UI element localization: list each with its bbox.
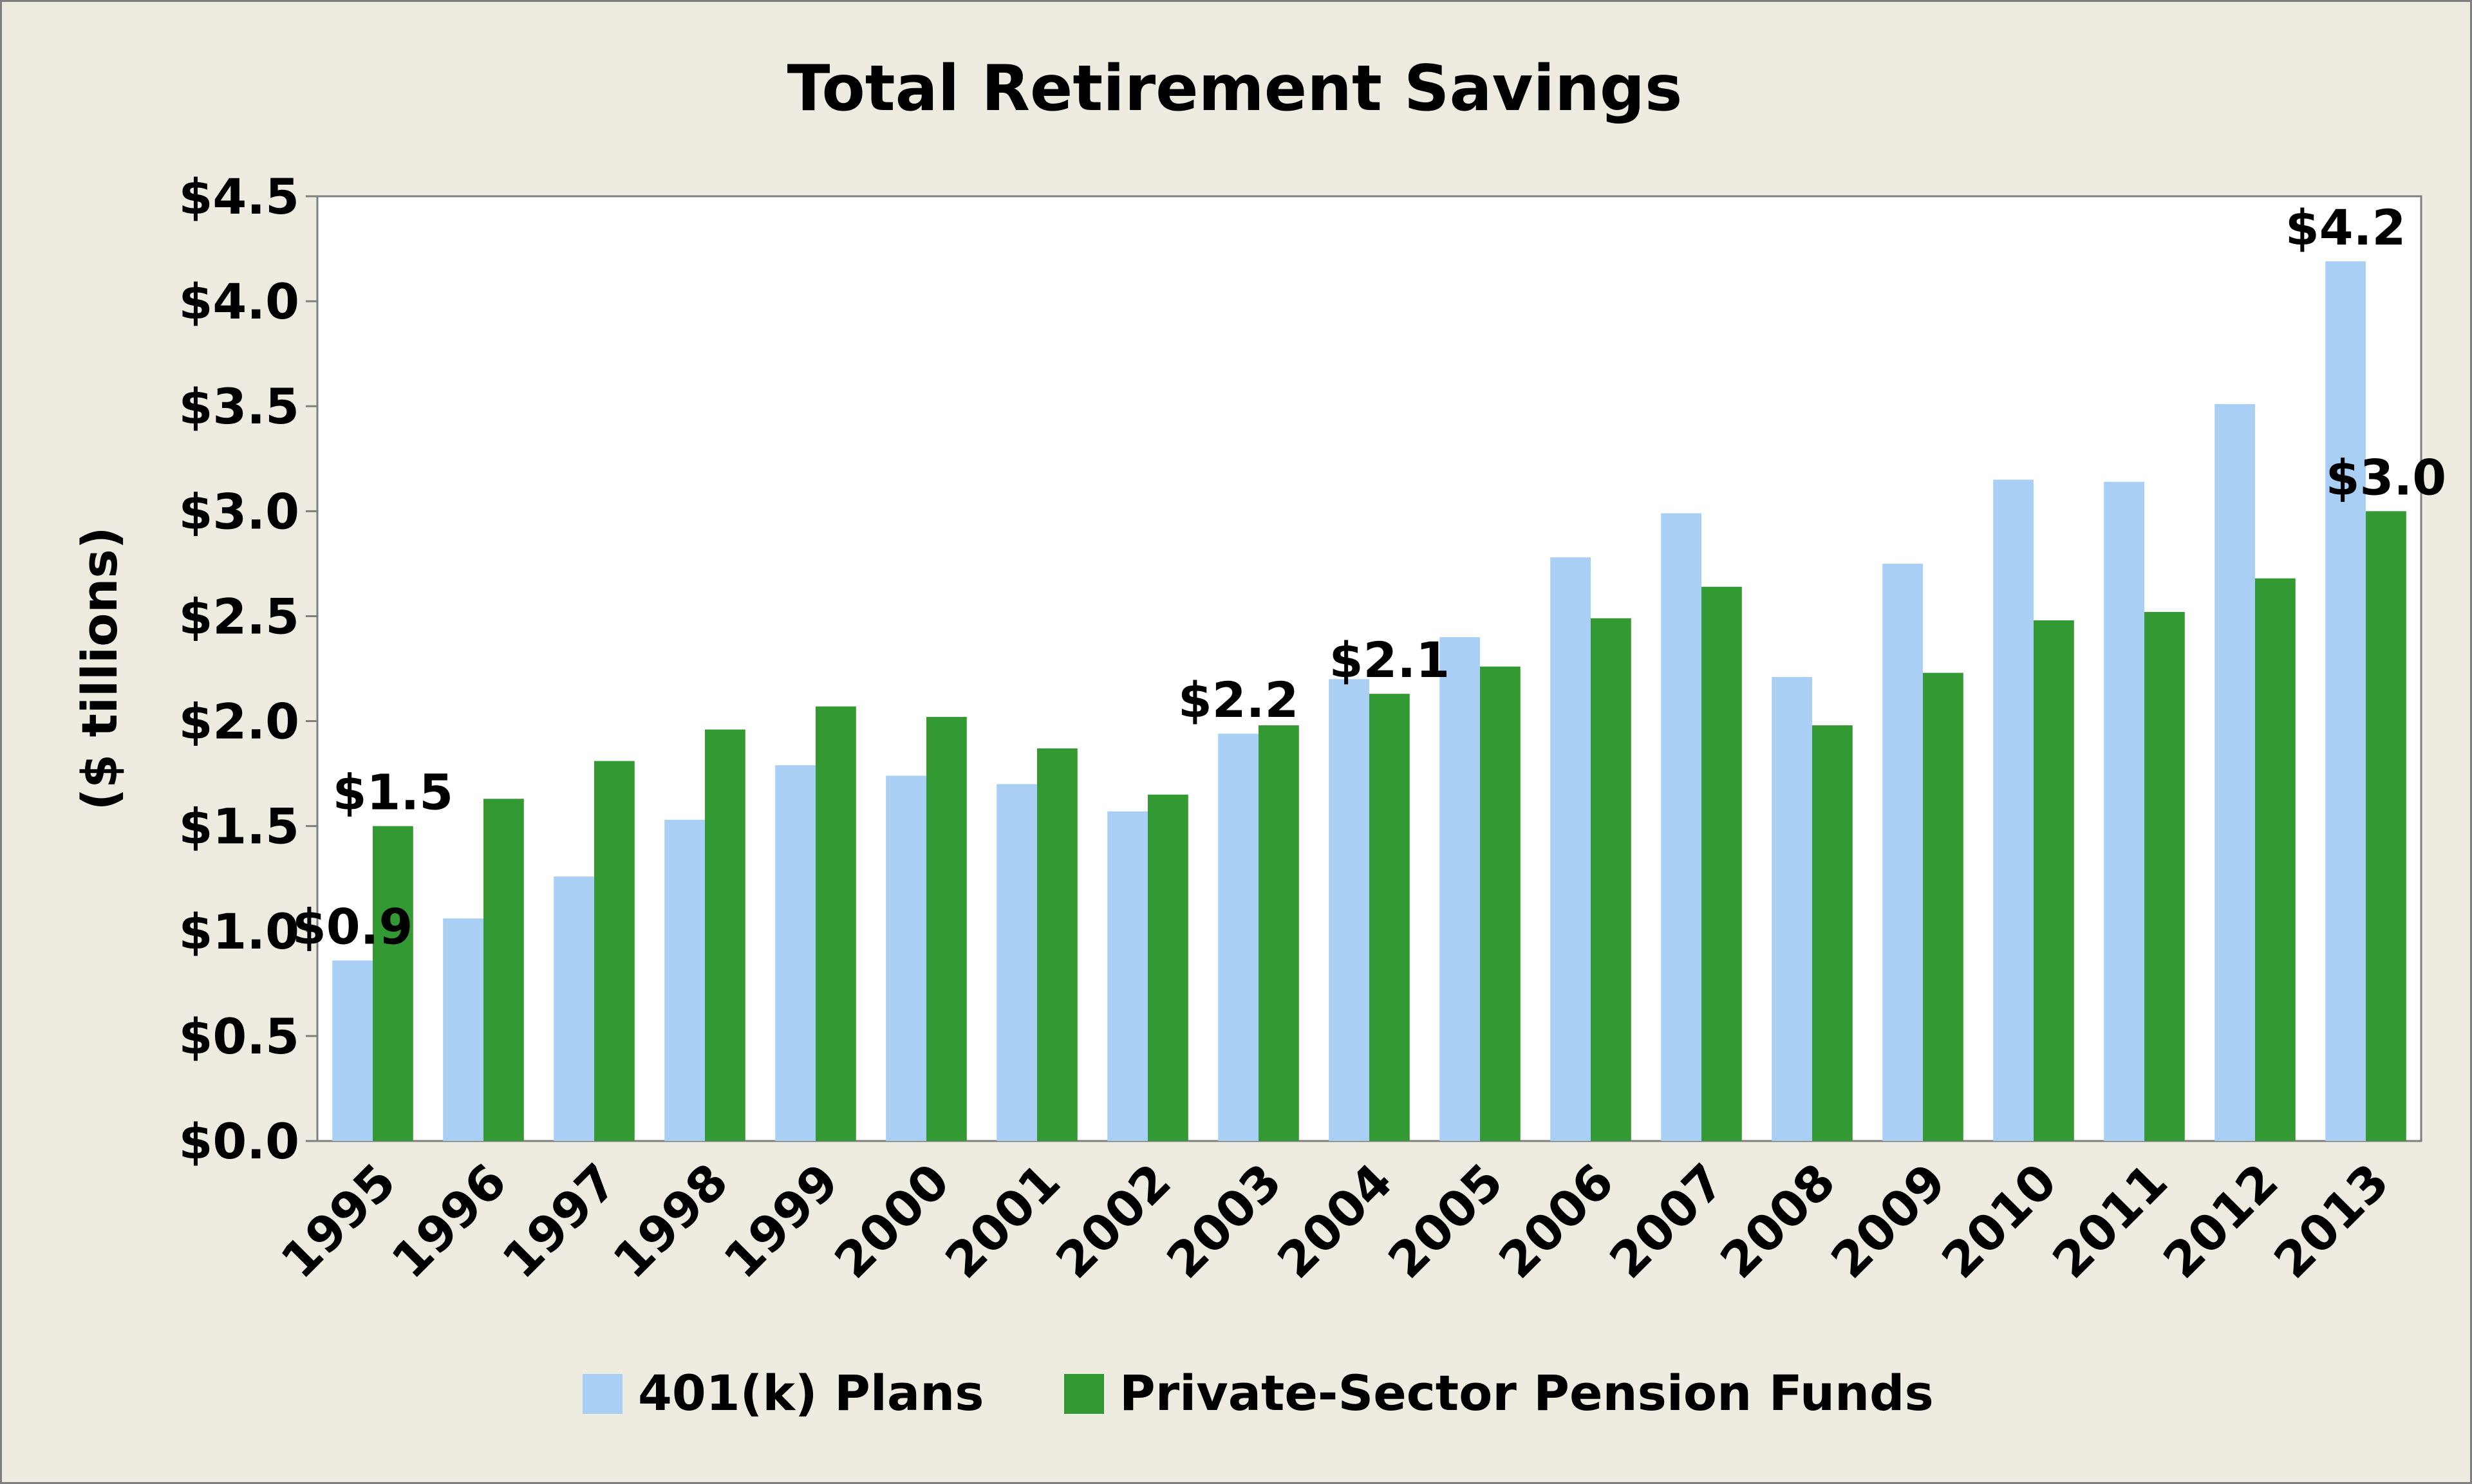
bar-k401-2011: [2104, 481, 2144, 1141]
bar-k401-2000: [886, 775, 926, 1141]
y-tick-label: $3.5: [178, 378, 299, 435]
y-tick-label: $3.0: [178, 483, 299, 540]
bar-k401-2003: [1218, 734, 1259, 1141]
bar-k401-1997: [554, 876, 594, 1141]
bar-k401-2001: [997, 784, 1037, 1141]
x-tick-label-2013: 2013: [2263, 1153, 2400, 1290]
y-tick-label: $0.5: [178, 1008, 299, 1065]
bar-pension-2003: [1259, 725, 1299, 1141]
bar-k401-2007: [1661, 513, 1701, 1141]
x-tick-label-1998: 1998: [602, 1153, 739, 1290]
x-axis-ticks: 1995199619971998199920002001200220032004…: [270, 1153, 2400, 1290]
data-label-2004-1: $2.1: [1329, 631, 1450, 689]
bar-k401-2009: [1882, 563, 1923, 1141]
y-tick-label: $0.0: [178, 1113, 299, 1170]
bar-pension-2008: [1812, 725, 1853, 1141]
legend: 401(k) Plans Private-Sector Pension Funds: [583, 1364, 1934, 1422]
y-tick-label: $2.5: [178, 588, 299, 645]
legend-swatch-0: [583, 1374, 623, 1414]
data-labels: $0.9 $1.5 $2.2 $2.1 $4.2 $3.0: [292, 199, 2446, 955]
legend-label-0: 401(k) Plans: [638, 1364, 984, 1422]
data-label-2013-1: $3.0: [2326, 449, 2447, 506]
y-axis-ticks: $0.0 $0.5 $1.0 $1.5 $2.0 $2.5 $3.0 $3.5 $4.0 $4.5: [178, 168, 317, 1170]
bar-pension-2009: [1923, 672, 1963, 1141]
x-tick-label-1997: 1997: [491, 1153, 628, 1290]
data-label-1995-0: $0.9: [292, 898, 413, 955]
bar-pension-1995: [373, 826, 413, 1141]
x-tick-label-2011: 2011: [2041, 1153, 2178, 1290]
x-tick-label-2003: 2003: [1156, 1153, 1293, 1290]
bar-pension-2013: [2366, 511, 2406, 1141]
bar-pension-2007: [1701, 586, 1742, 1141]
x-tick-label-2004: 2004: [1266, 1153, 1403, 1290]
bar-pension-1997: [594, 761, 635, 1141]
x-tick-label-2001: 2001: [934, 1153, 1071, 1290]
bar-k401-2013: [2325, 261, 2366, 1141]
data-label-1995-1: $1.5: [333, 764, 454, 821]
y-tick-label: $1.5: [178, 798, 299, 855]
chart-title: Total Retirement Savings: [787, 52, 1683, 125]
bar-pension-2004: [1369, 694, 1410, 1141]
bar-pension-2005: [1480, 666, 1521, 1141]
x-tick-label-1999: 1999: [713, 1153, 850, 1290]
bar-k401-2005: [1439, 637, 1480, 1141]
bar-pension-1998: [705, 729, 745, 1141]
y-tick-label: $1.0: [178, 903, 299, 960]
x-tick-label-2012: 2012: [2152, 1153, 2289, 1290]
x-tick-label-1996: 1996: [380, 1153, 518, 1290]
bar-k401-1999: [775, 765, 816, 1141]
bar-pension-1999: [816, 706, 856, 1141]
bar-k401-2002: [1107, 811, 1148, 1141]
data-label-2013-0: $4.2: [2285, 199, 2406, 256]
bar-pension-2002: [1148, 794, 1188, 1141]
bar-k401-2012: [2214, 403, 2255, 1142]
x-tick-label-2005: 2005: [1377, 1153, 1514, 1290]
bar-k401-2008: [1772, 677, 1812, 1141]
bar-pension-2010: [2034, 620, 2074, 1141]
y-tick-label: $4.0: [178, 273, 299, 330]
y-axis-title: ($ tillions): [71, 527, 128, 811]
x-tick-label-2002: 2002: [1045, 1153, 1182, 1290]
x-tick-label-2010: 2010: [1931, 1153, 2068, 1290]
bar-pension-1996: [483, 799, 524, 1141]
x-tick-label-2006: 2006: [1488, 1153, 1625, 1290]
x-tick-label-2007: 2007: [1598, 1153, 1736, 1290]
legend-label-1: Private-Sector Pension Funds: [1119, 1364, 1934, 1422]
x-tick-label-1995: 1995: [270, 1153, 407, 1290]
x-tick-label-2009: 2009: [1820, 1153, 1957, 1290]
bar-k401-2006: [1550, 557, 1591, 1141]
y-tick-label: $2.0: [178, 693, 299, 750]
y-tick-label: $4.5: [178, 168, 299, 225]
bar-pension-2001: [1037, 748, 1078, 1141]
bar-k401-1995: [332, 960, 373, 1141]
x-tick-label-2008: 2008: [1709, 1153, 1846, 1290]
bar-k401-2010: [1993, 479, 2034, 1141]
x-tick-label-2000: 2000: [823, 1153, 960, 1290]
bar-pension-2011: [2144, 611, 2185, 1141]
bar-k401-2004: [1329, 679, 1369, 1141]
legend-swatch-1: [1064, 1374, 1104, 1414]
data-label-2003-0: $2.2: [1178, 671, 1299, 728]
bar-pension-2000: [926, 717, 967, 1141]
bar-pension-2012: [2255, 578, 2296, 1141]
bar-pension-2006: [1591, 618, 1631, 1141]
bar-k401-1996: [443, 918, 483, 1141]
bar-k401-1998: [664, 819, 705, 1141]
bars-group: [332, 261, 2406, 1142]
